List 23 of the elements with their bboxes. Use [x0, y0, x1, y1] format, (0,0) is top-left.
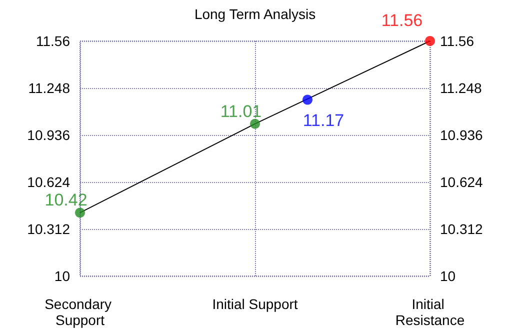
point: [250, 118, 260, 129]
point: [425, 36, 435, 46]
y2-tick-label: 11.56: [440, 33, 474, 49]
point: [75, 208, 85, 218]
y2-tick-label: 11.248: [440, 80, 482, 96]
y-tick-label: 10: [54, 268, 70, 284]
chart-title: Long Term Analysis: [194, 6, 316, 22]
y2-tick-label: 10.624: [440, 174, 484, 190]
y2-tick-label: 10.312: [440, 221, 484, 237]
y-tick-label: 11.248: [28, 80, 70, 96]
y-tick-label: 10.312: [27, 221, 70, 237]
data-label: 11.17: [302, 110, 344, 130]
x-tick-label: Secondary Support: [44, 296, 116, 328]
y-tick-label: 10.936: [27, 127, 70, 143]
y2-tick-label: 10.936: [440, 127, 484, 143]
point: [302, 94, 312, 105]
x-tick-label: Initial Resistance: [395, 296, 465, 328]
y-tick-label: 11.56: [36, 33, 70, 49]
x-tick-label: Initial Support: [212, 296, 298, 312]
data-label: 11.01: [220, 102, 262, 121]
y-tick-label: 10.624: [27, 174, 70, 190]
data-label: 11.56: [381, 11, 423, 30]
y2-tick-label: 10: [440, 268, 456, 284]
